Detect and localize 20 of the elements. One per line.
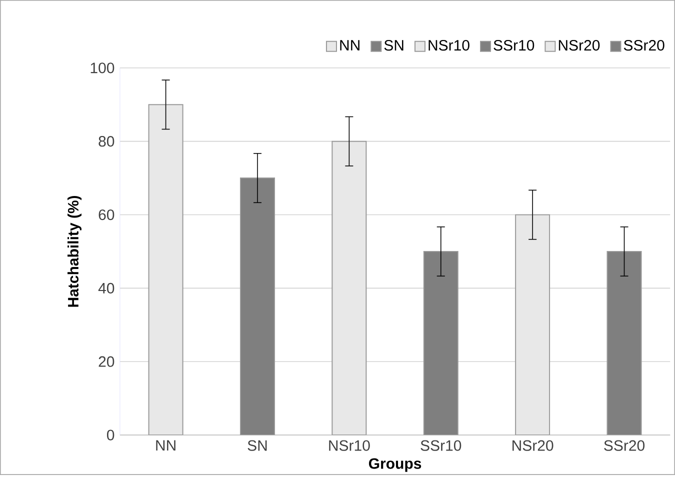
y-tick-label: 80 [98, 136, 114, 147]
legend-label: NN [340, 40, 360, 50]
x-tick-label: SSr20 [604, 440, 645, 451]
y-tick-label: 40 [98, 282, 114, 294]
legend-label: NSr10 [428, 40, 470, 51]
x-tick-label: SN [248, 440, 267, 451]
legend-label: NSr20 [558, 40, 600, 51]
y-tick-label: 60 [98, 210, 114, 220]
legend-label: SN [384, 40, 404, 51]
y-tick-label: 0 [106, 430, 114, 440]
x-axis-title: Groups [368, 458, 422, 472]
y-tick-label: 100 [90, 62, 114, 74]
x-tick-label: NSr20 [512, 440, 554, 451]
x-tick-label: NSr10 [329, 440, 370, 451]
legend-label: SSr20 [624, 40, 664, 51]
x-tick-label: SSr10 [420, 440, 462, 451]
y-tick-label: 20 [98, 356, 114, 367]
y-axis-title: Hatchability (%) [68, 196, 82, 307]
x-tick-label: NN [156, 440, 176, 451]
legend-label: SSr10 [494, 40, 534, 51]
